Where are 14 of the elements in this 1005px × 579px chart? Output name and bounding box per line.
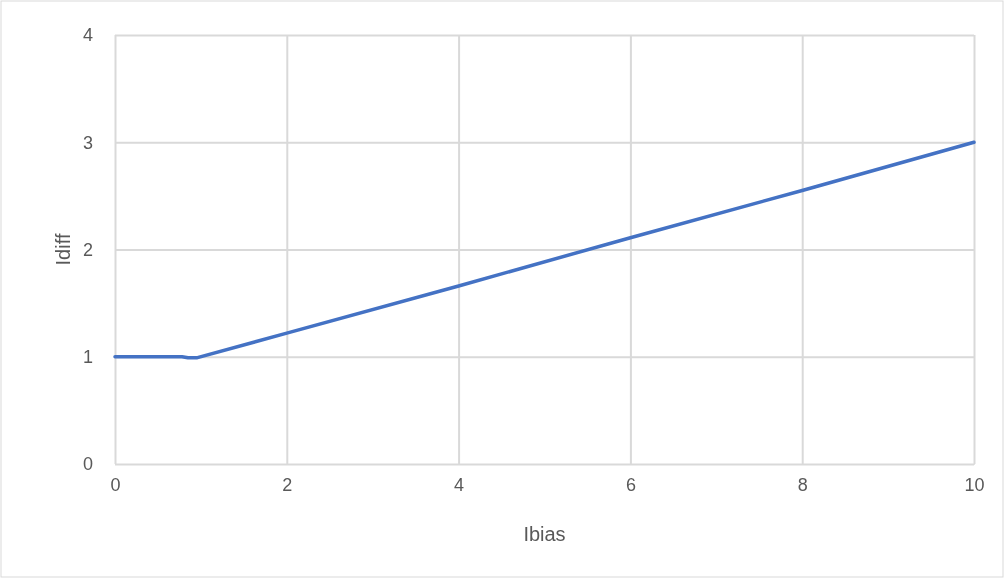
x-tick-label: 0 [110, 474, 121, 495]
y-tick-label: 0 [82, 454, 93, 475]
x-tick-label: 4 [454, 474, 465, 495]
x-tick-label: 2 [282, 474, 293, 495]
line-series [113, 140, 976, 360]
y-tick-label: 1 [82, 347, 93, 368]
x-tick-label: 10 [964, 474, 985, 495]
x-axis-title: Ibias [523, 523, 566, 545]
y-tick-label: 4 [82, 25, 93, 46]
x-tick-label: 6 [625, 474, 636, 495]
y-axis-title: Idiff [52, 233, 74, 266]
x-tick-label: 8 [797, 474, 808, 495]
y-tick-label: 3 [82, 132, 93, 153]
y-tick-label: 2 [82, 239, 93, 260]
